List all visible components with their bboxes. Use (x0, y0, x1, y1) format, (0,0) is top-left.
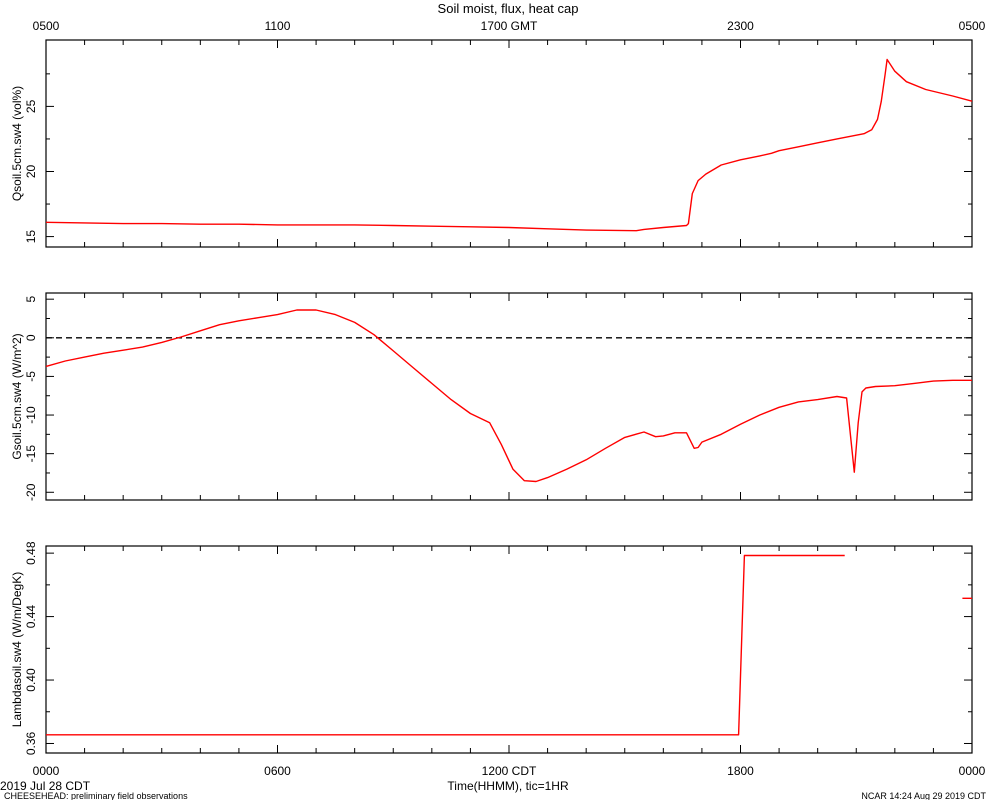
footer-credit: NCAR 14:24 Aug 29 2019 CDT (861, 791, 986, 800)
top-tick-label: 1700 GMT (481, 19, 538, 33)
top-tick-label: 2300 (727, 19, 754, 33)
bottom-tick-label: 0000 (959, 764, 986, 778)
panel-frame (45, 545, 973, 754)
y-tick-label: 25 (24, 99, 38, 113)
y-axis-label: Gsoil.5cm.sw4 (W/m^2) (10, 333, 24, 459)
bottom-tick-label: 0000 (33, 764, 60, 778)
y-axis-label: Lambdasoil.sw4 (W/m/DegK) (10, 572, 24, 727)
top-tick-label: 0500 (33, 19, 60, 33)
y-tick-label: 20 (24, 164, 38, 178)
y-tick-label: -15 (24, 445, 38, 463)
y-tick-label: 0.36 (24, 731, 38, 755)
series-line (46, 554, 845, 736)
footer-note: CHEESEHEAD: preliminary field observatio… (4, 791, 188, 800)
bottom-tick-label: 1200 CDT (482, 764, 537, 778)
bottom-tick-label: 1800 (727, 764, 754, 778)
panel-frame (45, 39, 973, 248)
series-line (45, 58, 973, 232)
chart-title: Soil moist, flux, heat cap (438, 1, 579, 16)
top-tick-label: 1100 (265, 19, 291, 33)
y-tick-label: -5 (24, 371, 38, 382)
y-tick-label: 0 (24, 334, 38, 341)
y-tick-label: 5 (24, 296, 38, 303)
y-axis-label: Qsoil.5cm.sw4 (vol%) (10, 86, 24, 201)
panel-2: -20 -15 -10 -5 0 5 Gsoil.5cm.sw4 (W/m^2) (10, 292, 973, 501)
x-axis-label: Time(HHMM), tic=1HR (447, 779, 569, 793)
y-tick-label: 15 (24, 230, 38, 244)
y-tick-label: -20 (24, 483, 38, 501)
y-tick-label: 0.48 (24, 541, 38, 565)
y-tick-label: 0.44 (24, 605, 38, 629)
top-axis: 0500 1100 1700 GMT 2300 0500 (33, 19, 986, 33)
top-tick-label: 0500 (959, 19, 986, 33)
bottom-axis: 0000 0600 1200 CDT 1800 0000 (33, 764, 986, 778)
series-line (45, 309, 972, 483)
y-tick-label: 0.40 (24, 668, 38, 692)
y-tick-label: -10 (24, 406, 38, 424)
bottom-tick-label: 0600 (264, 764, 291, 778)
footer-date: 2019 Jul 28 CDT (0, 779, 91, 793)
